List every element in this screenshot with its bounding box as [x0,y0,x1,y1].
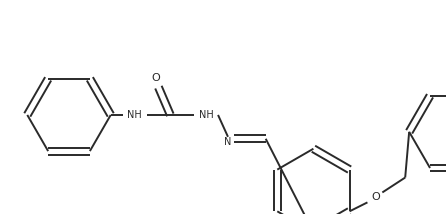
Text: NH: NH [127,110,142,120]
Text: O: O [371,192,380,202]
Text: N: N [224,137,232,147]
Text: O: O [151,73,160,83]
Text: NH: NH [199,110,214,120]
